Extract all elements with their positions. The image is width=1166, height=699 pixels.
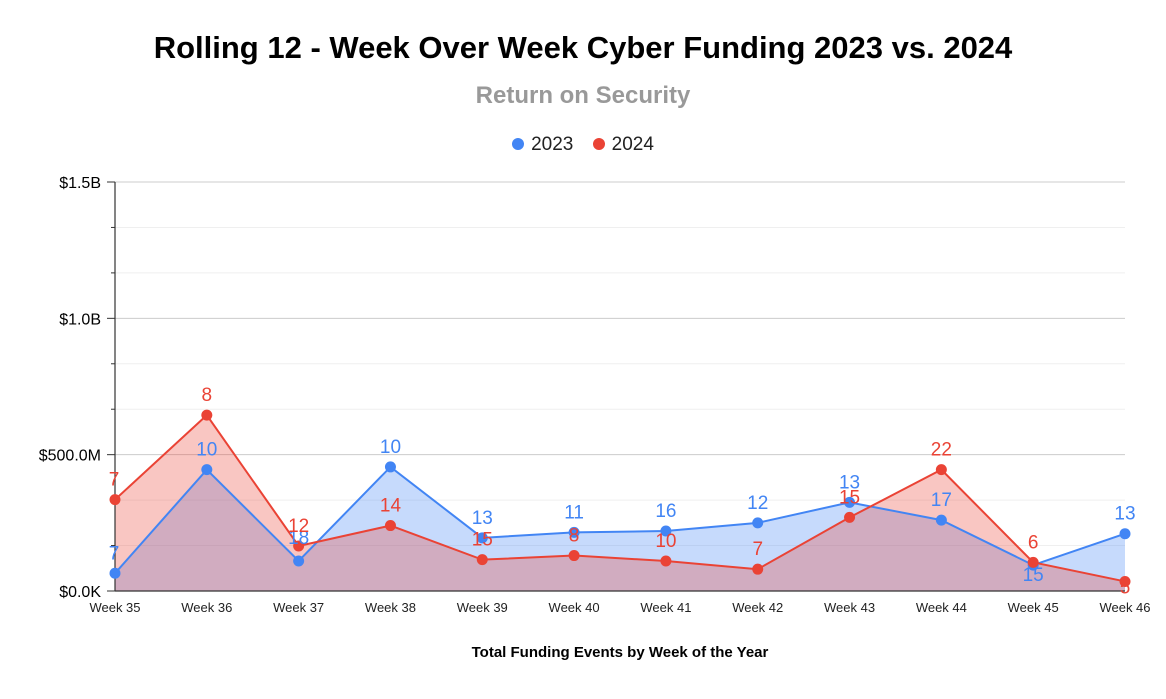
area-2024 (115, 415, 1125, 591)
data-label-2024: 8 (202, 385, 213, 406)
x-axis-title: Total Funding Events by Week of the Year (471, 644, 769, 661)
data-label-2023: 13 (472, 508, 493, 529)
data-label-2024: 5 (1120, 577, 1131, 598)
point-2023-week-37 (293, 555, 305, 567)
point-2023-week-36 (201, 464, 213, 476)
data-label-2023: 15 (1023, 565, 1044, 586)
x-tick-label: Week 45 (1008, 600, 1059, 615)
point-2024-week-44 (935, 464, 947, 476)
point-2024-week-43 (844, 511, 856, 523)
point-2024-week-41 (660, 555, 672, 567)
legend-swatch-2024 (592, 138, 605, 150)
legend-label-2024: 2024 (611, 134, 654, 155)
x-tick-label: Week 35 (89, 600, 140, 615)
data-label-2024: 15 (472, 530, 493, 551)
chart-title: Rolling 12 - Week Over Week Cyber Fundin… (153, 30, 1013, 65)
x-tick-label: Week 37 (273, 600, 324, 615)
point-2023-week-40 (568, 526, 580, 538)
point-2024-week-38 (384, 520, 396, 532)
y-tick-label: $1.0B (59, 311, 101, 328)
chart-subtitle: Return on Security (475, 82, 691, 109)
point-2024-week-45 (1027, 556, 1039, 568)
point-2023-week-41 (660, 525, 672, 537)
point-2024-week-42 (752, 563, 764, 575)
legend: 2023 2024 (0, 134, 1166, 156)
data-label-2024: 7 (109, 470, 120, 491)
point-2023-week-43 (844, 496, 856, 508)
y-tick-label: $0.0K (59, 584, 101, 601)
line-2024 (114, 413, 1126, 583)
y-tick-label: $1.5B (59, 175, 101, 192)
line-2023 (114, 465, 1126, 574)
x-tick-label: Week 43 (824, 600, 875, 615)
data-label-2023: 10 (380, 437, 401, 458)
point-2023-week-39 (476, 532, 488, 544)
point-2024-week-36 (201, 409, 213, 421)
data-label-2024: 12 (288, 516, 309, 537)
legend-swatch-2023 (512, 138, 525, 150)
point-2024-week-39 (476, 554, 488, 566)
data-label-2024: 7 (752, 539, 763, 560)
point-2023-week-42 (752, 517, 764, 529)
y-tick-label: $500.0M (39, 448, 101, 465)
data-label-2024: 14 (380, 496, 402, 517)
point-2023-week-35 (109, 567, 121, 579)
data-label-2024: 6 (1028, 532, 1039, 553)
point-2024-week-46 (1119, 575, 1131, 587)
x-tick-label: Week 39 (457, 600, 508, 615)
point-2024-week-35 (109, 494, 121, 506)
x-tick-label: Week 40 (549, 600, 600, 615)
data-label-2023: 17 (931, 490, 952, 511)
data-label-2023: 12 (747, 493, 768, 514)
point-2024-week-37 (293, 540, 305, 552)
data-label-2024: 15 (839, 487, 860, 508)
point-2024-week-40 (568, 550, 580, 562)
data-label-2023: 10 (196, 440, 217, 461)
x-tick-label: Week 44 (916, 600, 967, 615)
x-tick-label: Week 41 (640, 600, 691, 615)
data-label-2023: 11 (564, 502, 584, 523)
legend-item-2024[interactable]: 2024 (592, 134, 654, 156)
x-tick-label: Week 36 (181, 600, 232, 615)
legend-item-2023[interactable]: 2023 (512, 134, 573, 156)
point-2023-week-38 (384, 461, 396, 473)
x-tick-label: Week 38 (365, 600, 416, 615)
area-2023 (115, 466, 1125, 591)
data-label-2024: 10 (655, 531, 676, 552)
x-tick-label: Week 42 (732, 600, 783, 615)
data-label-2024: 22 (931, 440, 952, 461)
x-tick-label: Week 46 (1099, 600, 1150, 615)
data-label-2023: 7 (109, 543, 120, 564)
data-label-2023: 13 (1114, 504, 1135, 525)
data-label-2023: 13 (839, 472, 860, 493)
data-label-2023: 18 (288, 528, 309, 549)
point-2023-week-46 (1119, 528, 1131, 540)
legend-label-2023: 2023 (531, 134, 574, 155)
point-2023-week-44 (935, 514, 947, 526)
data-label-2024: 8 (569, 526, 580, 547)
data-label-2023: 16 (655, 501, 676, 522)
